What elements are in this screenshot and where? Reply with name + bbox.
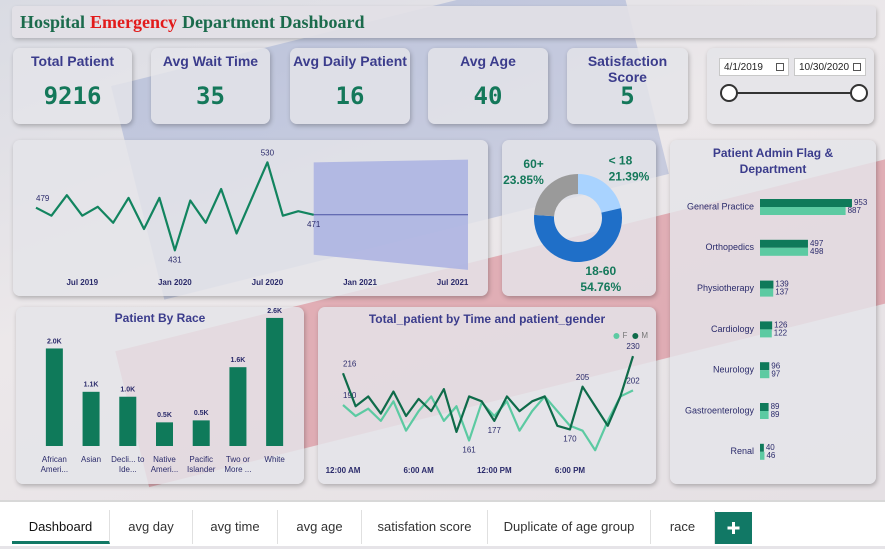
header: Hospital Emergency Department Dashboard	[12, 6, 876, 38]
slider-handle[interactable]	[850, 84, 868, 102]
date-slicer: 4/1/2019 10/30/2020	[707, 48, 874, 124]
end-date-text: 10/30/2020	[799, 62, 850, 73]
age-card	[502, 140, 656, 296]
tab-bar: Dashboard avg day avg time avg age satisfati…	[0, 500, 885, 546]
calendar-icon	[776, 63, 784, 71]
calendar-icon	[853, 63, 861, 71]
tab[interactable]: Duplicate of age group	[488, 510, 651, 544]
race-card	[16, 307, 304, 484]
kpi-card: Satisfaction Score 5	[567, 48, 688, 124]
tab[interactable]: satisfation score	[362, 510, 488, 544]
x-tick-label: Pacific Islander	[186, 455, 216, 474]
start-date[interactable]: 4/1/2019	[719, 58, 789, 76]
kpi-value: 16	[335, 82, 365, 110]
kpi-card: Avg Wait Time 35	[151, 48, 270, 124]
kpi-value: 40	[473, 82, 503, 110]
slider-track	[727, 92, 859, 94]
title-part: Hospital	[20, 12, 86, 32]
title-part: Department Dashboard	[181, 12, 365, 32]
x-tick-label: White	[264, 455, 285, 464]
tab[interactable]: avg day	[110, 510, 193, 544]
kpi-value: 5	[620, 82, 635, 110]
x-tick-label: Two or More ...	[224, 455, 252, 474]
x-tick-label: Asian	[81, 455, 102, 464]
admin-card: Patient Admin Flag & Department	[670, 140, 876, 484]
kpi-label: Total Patient	[31, 53, 114, 69]
x-tick-label: Native Ameri...	[150, 455, 179, 474]
kpi-card: Total Patient 9216	[13, 48, 132, 124]
kpi-value: 35	[196, 82, 225, 110]
tab[interactable]: avg time	[193, 510, 278, 544]
slider-handle[interactable]	[720, 84, 738, 102]
x-tick-label: African Ameri...	[40, 455, 69, 474]
add-page-button[interactable]	[715, 512, 752, 544]
kpi-label: Avg Wait Time	[162, 53, 259, 69]
gender-card	[318, 307, 656, 484]
kpi-label: Avg Daily Patient	[293, 53, 407, 69]
tab[interactable]: Dashboard	[12, 510, 110, 544]
kpi-label: Avg Age	[460, 53, 516, 69]
tab[interactable]: race	[651, 510, 715, 544]
start-date-text: 4/1/2019	[724, 62, 763, 73]
plus-icon	[727, 522, 740, 534]
kpi-card: Avg Daily Patient 16	[290, 48, 410, 124]
kpi-value: 9216	[43, 82, 102, 110]
title-highlight: Emergency	[90, 12, 177, 32]
chart-title: Patient Admin Flag & Department	[712, 146, 834, 176]
tab[interactable]: avg age	[278, 510, 362, 544]
end-date[interactable]: 10/30/2020	[794, 58, 866, 76]
x-tick-label: Decli... to Ide...	[111, 455, 145, 474]
kpi-label: Satisfaction Score	[587, 53, 668, 85]
kpi-card: Avg Age 40	[428, 48, 548, 124]
trend-card	[13, 140, 488, 296]
dashboard-title: Hospital Emergency Department Dashboard	[20, 12, 364, 33]
